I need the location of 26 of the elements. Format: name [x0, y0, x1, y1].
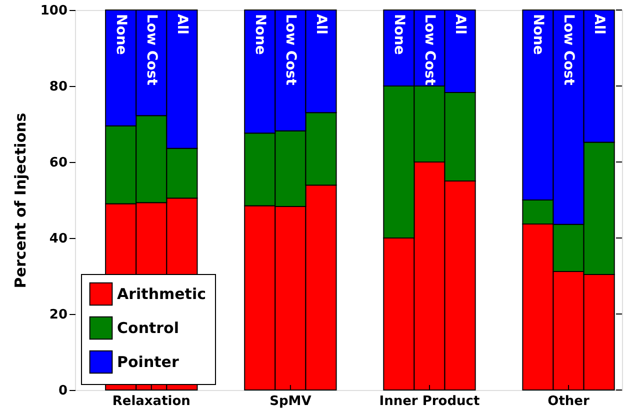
x-tick-label: Low Cost: [421, 14, 438, 86]
x-tick-label: None: [530, 14, 546, 55]
y-tick-label: 100: [40, 4, 68, 18]
x-tick-label: All: [452, 14, 468, 34]
x-tick-label: Low Cost: [560, 14, 577, 86]
x-tick-label: None: [252, 14, 268, 55]
text: Relaxation: [112, 394, 190, 409]
x-tick-label: All: [591, 14, 608, 34]
legend-label: Arithmetic: [117, 285, 206, 303]
text: Inner Product: [379, 394, 480, 409]
x-tick-label: All: [312, 14, 329, 34]
x-tick-label: Low Cost: [143, 14, 160, 86]
legend-label: Control: [117, 319, 180, 337]
y-tick-label: 20: [49, 308, 68, 322]
y-tick-label: 40: [49, 232, 68, 246]
x-tick-label: None: [390, 14, 407, 55]
x-tick-label: All: [174, 14, 190, 34]
y-tick-label: 80: [49, 80, 68, 94]
legend-label: Pointer: [117, 353, 180, 371]
x-tick-label: None: [112, 14, 129, 55]
text: SpMV: [270, 394, 312, 409]
x-tick-label: Low Cost: [282, 14, 298, 86]
y-axis-title: Percent of Injections: [11, 112, 30, 288]
text: Other: [548, 394, 590, 409]
y-tick-label: 60: [49, 156, 68, 170]
y-tick-label: 0: [58, 384, 68, 398]
